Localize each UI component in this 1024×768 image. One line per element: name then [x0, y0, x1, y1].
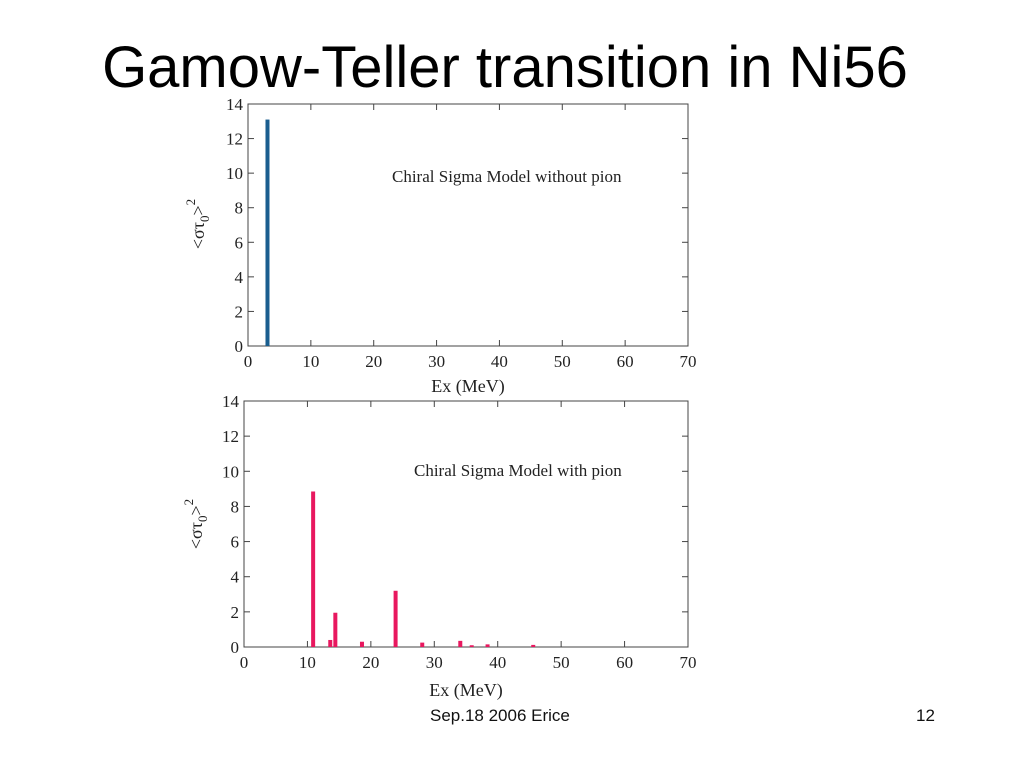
x-tick-label: 40	[491, 352, 508, 371]
x-tick-label: 10	[302, 352, 319, 371]
x-tick-label: 70	[680, 653, 697, 672]
x-tick-label: 40	[489, 653, 506, 672]
x-tick-label: 50	[553, 653, 570, 672]
y-tick-label: 14	[226, 95, 244, 114]
y-axis-label-superscript: 2	[183, 199, 198, 206]
y-axis-label: <στ0>2	[181, 499, 210, 549]
page-number: 12	[916, 706, 935, 725]
chart-annotation: Chiral Sigma Model without pion	[392, 167, 622, 186]
y-axis-label-part: <στ	[186, 522, 206, 549]
x-tick-label: 0	[244, 352, 253, 371]
y-tick-label: 12	[226, 130, 243, 149]
x-tick-label: 30	[428, 352, 445, 371]
y-axis-label-subscript: 0	[195, 516, 210, 523]
x-tick-label: 60	[617, 352, 634, 371]
x-tick-label: 0	[240, 653, 249, 672]
y-axis-label-superscript: 2	[181, 499, 196, 506]
x-tick-label: 50	[554, 352, 571, 371]
plot-frame	[243, 400, 689, 648]
y-tick-label: 0	[231, 638, 240, 657]
footer-text: Sep.18 2006 Erice	[430, 706, 570, 725]
x-tick-label: 30	[426, 653, 443, 672]
y-axis-label-part: >	[186, 505, 206, 515]
y-tick-label: 6	[231, 533, 240, 552]
y-axis-label-subscript: 0	[197, 216, 212, 223]
data-bar	[393, 590, 398, 647]
chart-annotation: Chiral Sigma Model with pion	[414, 461, 622, 480]
y-tick-label: 12	[222, 427, 239, 446]
y-tick-label: 10	[226, 164, 243, 183]
y-tick-label: 10	[222, 462, 239, 481]
plot-frame	[247, 103, 689, 347]
data-bar	[485, 644, 490, 647]
y-tick-label: 2	[235, 302, 244, 321]
y-tick-label: 14	[222, 392, 240, 411]
y-axis-label: <στ0>2	[183, 199, 212, 249]
y-tick-label: 8	[231, 497, 240, 516]
data-bar	[359, 641, 364, 647]
data-bar	[458, 640, 463, 647]
x-tick-label: 20	[362, 653, 379, 672]
x-axis-label: Ex (MeV)	[429, 680, 502, 701]
y-axis-label-part: >	[188, 205, 208, 215]
y-tick-label: 0	[235, 337, 244, 356]
x-tick-label: 10	[299, 653, 316, 672]
y-tick-label: 8	[235, 199, 244, 218]
x-tick-label: 60	[616, 653, 633, 672]
data-bar	[265, 119, 270, 346]
data-bar	[328, 639, 333, 647]
data-bar	[469, 645, 474, 647]
y-tick-label: 4	[235, 268, 244, 287]
data-bar	[531, 644, 536, 647]
y-tick-label: 4	[231, 568, 240, 587]
y-tick-label: 6	[235, 233, 244, 252]
data-bar	[311, 491, 316, 647]
x-tick-label: 20	[365, 352, 382, 371]
y-axis-label-part: <στ	[188, 222, 208, 249]
data-bar	[333, 612, 338, 647]
x-tick-label: 70	[680, 352, 697, 371]
x-axis-label: Ex (MeV)	[431, 376, 504, 397]
y-tick-label: 2	[231, 603, 240, 622]
slide-title: Gamow-Teller transition in Ni56	[102, 35, 908, 100]
data-bar	[420, 642, 425, 647]
